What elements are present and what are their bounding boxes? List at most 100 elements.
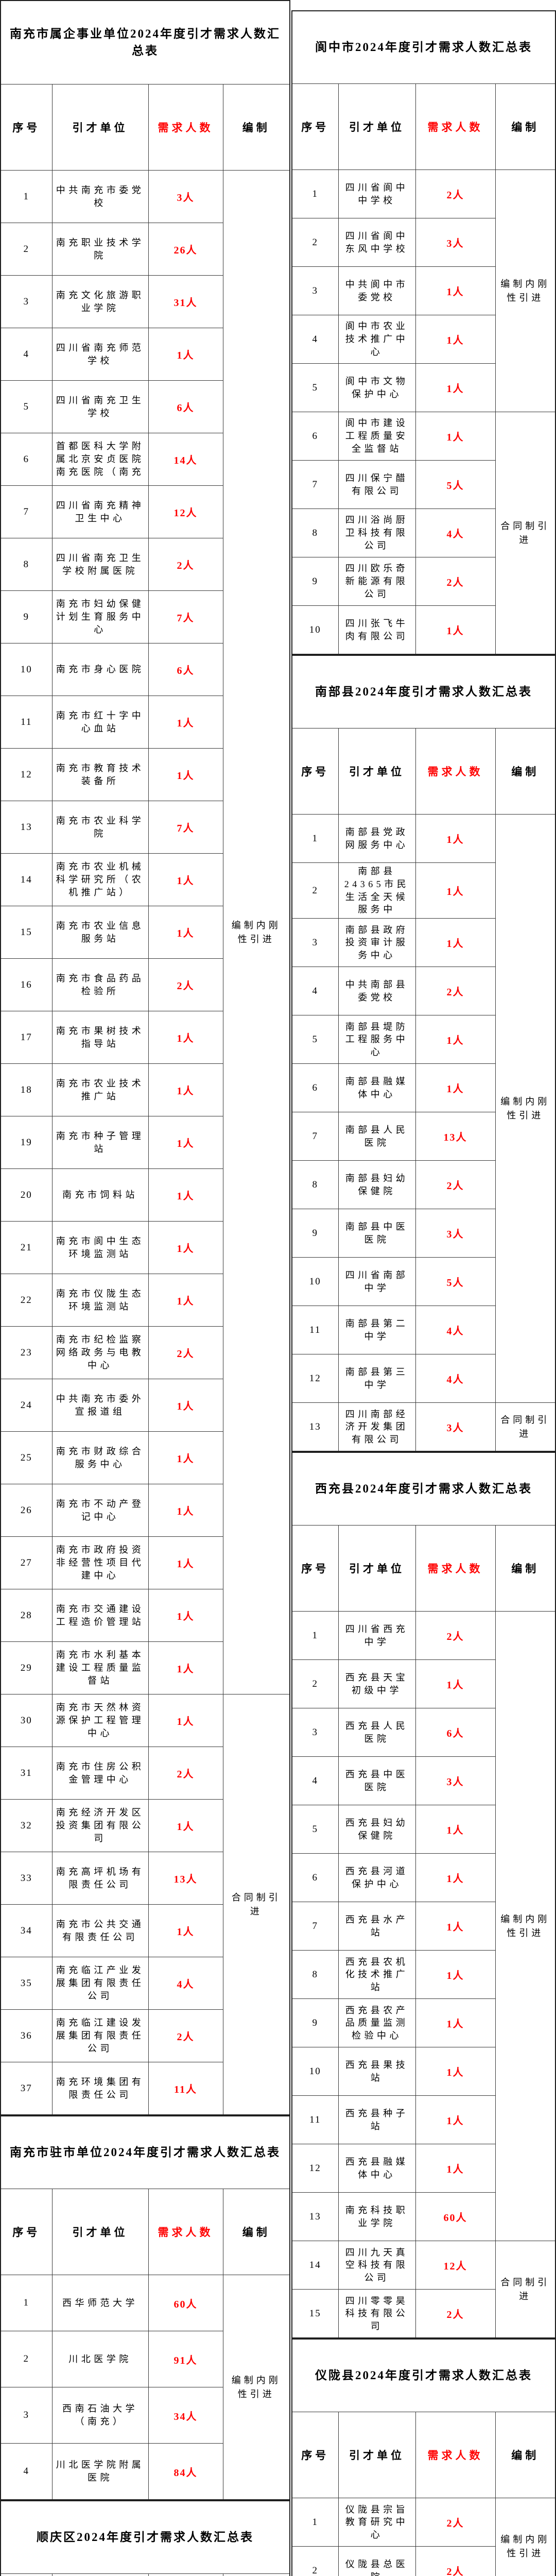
row-demand: 11人 <box>148 2062 223 2115</box>
row-unit: 南部县政府投资审计服务中心 <box>338 918 416 968</box>
table-row: 1 西华师范大学 60人 编制内刚性引进 <box>0 2275 290 2500</box>
row-demand: 1人 <box>415 2144 496 2193</box>
row-demand: 12人 <box>148 485 223 538</box>
row-demand: 3人 <box>415 1402 496 1452</box>
bian-merged-cell: 合同制引进 <box>495 412 556 655</box>
row-demand: 1人 <box>415 814 496 863</box>
table-row: 1 四川省西充中学 2人 编制内刚性引进 <box>291 1611 556 2242</box>
row-unit: 西充县中医医院 <box>338 1756 416 1806</box>
column-header-unit: 引才单位 <box>338 1525 416 1612</box>
row-demand: 31人 <box>148 275 223 328</box>
row-demand: 1人 <box>415 1950 496 1999</box>
bian-label: 编制内刚性引进 <box>500 1096 550 1121</box>
row-seq: 25 <box>0 1431 53 1484</box>
row-demand: 7人 <box>148 801 223 854</box>
table-row: 2仪陇县总医院2人 <box>291 2546 555 2576</box>
table-row: 3 中共阆中市委党校 1人 <box>291 266 555 315</box>
row-seq: 30 <box>0 1694 53 1747</box>
left-column: 南充市属企事业单位2024年度引才需求人数汇总表 序号 引才单位 需求人数 编制 1 中共南… <box>0 0 290 2576</box>
row-unit: 南充市身心医院 <box>51 643 149 696</box>
row-demand: 4人 <box>415 1354 496 1403</box>
row-demand: 2人 <box>148 538 223 591</box>
row-demand: 1人 <box>415 412 496 461</box>
row-seq: 1 <box>0 2275 53 2331</box>
row-unit: 四川省南充精神卫生中心 <box>51 485 149 538</box>
row-unit: 西充县妇幼保健院 <box>338 1805 416 1854</box>
row-demand: 1人 <box>148 1641 223 1694</box>
row-seq: 13 <box>291 1402 339 1452</box>
table-row: 5 四川省南充卫生学校 6人 <box>0 380 290 433</box>
row-seq: 2 <box>291 2546 339 2576</box>
row-demand: 26人 <box>148 223 223 276</box>
table-row: 5 西充县妇幼保健院 1人 <box>291 1805 555 1854</box>
row-unit: 西充县种子站 <box>338 2095 416 2145</box>
row-unit: 西充县河道保护中心 <box>338 1853 416 1903</box>
row-unit: 四川南部经济开发集团有限公司 <box>338 1402 416 1452</box>
row-demand: 1人 <box>415 363 496 412</box>
row-seq: 2 <box>0 223 53 276</box>
table-row: 2 川北医学院 91人 <box>0 2331 290 2387</box>
table-row: 11 南充市红十字中心血站 1人 <box>0 696 290 749</box>
row-seq: 8 <box>0 538 53 591</box>
row-unit: 四川省南充师范学校 <box>51 328 149 381</box>
row-seq: 13 <box>291 2192 339 2242</box>
row-demand: 1人 <box>415 1015 496 1064</box>
row-unit: 西充县天宝初级中学 <box>338 1659 416 1709</box>
row-unit: 南部县中医医院 <box>338 1209 416 1258</box>
row-demand: 60人 <box>148 2275 223 2331</box>
row-unit: 川北医学院 <box>51 2331 149 2387</box>
row-seq: 7 <box>291 1902 339 1951</box>
table-row: 25 南充市财政综合服务中心 1人 <box>0 1431 290 1484</box>
row-demand: 1人 <box>415 1998 496 2048</box>
bian-label: 合同制引进 <box>500 2277 550 2301</box>
row-unit: 阆中市农业技术推广中心 <box>338 315 416 364</box>
row-unit: 南充市农业技术推广站 <box>51 1063 149 1116</box>
column-header-seq: 序号 <box>291 1525 339 1612</box>
row-demand: 1人 <box>415 605 496 655</box>
column-header-demand: 需求人数 <box>415 83 496 170</box>
table-row: 29 南充市水利基本建设工程质量监督站 1人 <box>0 1641 290 1694</box>
column-header-bian: 编制 <box>495 1525 556 1612</box>
row-seq: 37 <box>0 2062 53 2115</box>
row-seq: 12 <box>0 748 53 801</box>
row-unit: 南充市红十字中心血站 <box>51 696 149 749</box>
row-demand: 1人 <box>415 1805 496 1854</box>
column-header-demand: 需求人数 <box>415 2412 496 2499</box>
row-demand: 1人 <box>148 1379 223 1432</box>
table-row: 10 南充市身心医院 6人 <box>0 643 290 696</box>
row-demand: 1人 <box>415 1902 496 1951</box>
bian-label: 合同制引进 <box>500 1414 550 1439</box>
column-header-unit: 引才单位 <box>51 2573 149 2576</box>
table-row: 2 南充职业技术学院 26人 <box>0 223 290 276</box>
section-title: 顺庆区2024年度引才需求人数汇总表 <box>0 2500 290 2574</box>
row-seq: 10 <box>291 2047 339 2096</box>
table-row: 19 南充市种子管理站 1人 <box>0 1116 290 1169</box>
row-seq: 2 <box>291 862 339 919</box>
row-unit: 南充职业技术学院 <box>51 223 149 276</box>
row-demand: 60人 <box>415 2192 496 2242</box>
table-row: 12 南充市教育技术装备所 1人 <box>0 748 290 801</box>
row-demand: 1人 <box>148 1694 223 1747</box>
row-demand: 7人 <box>148 590 223 643</box>
demand-summary-table: 顺庆区2024年度引才需求人数汇总表序号引才单位需求人数编制1南充电影工业职业学… <box>0 2500 290 2576</box>
row-demand: 1人 <box>415 1853 496 1903</box>
bian-label: 编制内刚性引进 <box>500 1913 550 1938</box>
demand-summary-table: 阆中市2024年度引才需求人数汇总表 序号 引才单位 需求人数 编制 1 四川省阆中中学校 2… <box>291 10 556 655</box>
row-unit: 阆中市建设工程质量安全监督站 <box>338 412 416 461</box>
column-header-demand: 需求人数 <box>148 2189 223 2275</box>
row-seq: 17 <box>0 1011 53 1064</box>
table-row: 10 四川张飞牛肉有限公司 1人 <box>291 605 555 655</box>
row-demand: 1人 <box>415 315 496 364</box>
demand-summary-table: 南充市驻市单位2024年度引才需求人数汇总表 序号 引才单位 需求人数 编制 1 西华师范大… <box>0 2115 290 2500</box>
row-unit: 仪陇县宗旨教育研究中心 <box>338 2498 416 2547</box>
demand-summary-table: 南充市属企事业单位2024年度引才需求人数汇总表 序号 引才单位 需求人数 编制 1 中共南… <box>0 0 290 2115</box>
row-unit: 南充市农业机械科学研究所（农机推广站） <box>51 853 149 906</box>
column-header-unit: 引才单位 <box>338 83 416 170</box>
row-unit: 四川浴尚厨卫科技有限公司 <box>338 509 416 557</box>
row-seq: 4 <box>0 328 53 381</box>
row-demand: 6人 <box>415 1708 496 1757</box>
row-demand: 1人 <box>148 696 223 749</box>
table-row: 9 西充县农产品质量监测检验中心 1人 <box>291 1998 555 2048</box>
row-unit: 南充文化旅游职业学院 <box>51 275 149 328</box>
row-seq: 3 <box>291 1708 339 1757</box>
